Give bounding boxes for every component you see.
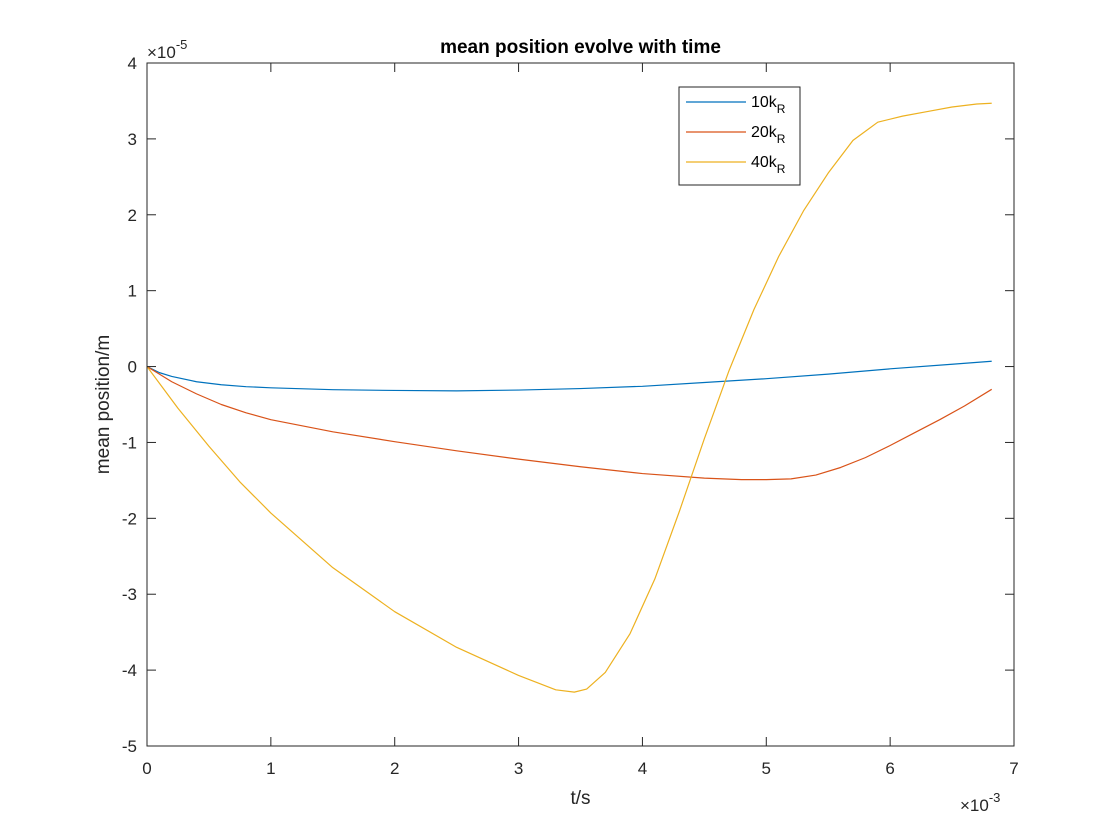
y-tick-label: -2 [122,509,137,528]
y-tick-label: -4 [122,661,137,680]
plot-area [147,63,1014,746]
y-exponent-power: -5 [176,37,188,52]
legend-label-40kR: 40kR [751,154,786,176]
series-line-10kR [146,360,992,392]
legend-label-20kR: 20kR [751,124,786,146]
x-tick-label: 4 [638,759,647,778]
x-axis-exponent: ×10-3 [960,790,1000,815]
series-line-20kR [146,366,993,481]
y-tick-label: 4 [128,54,137,73]
x-tick-label: 2 [390,759,399,778]
y-axis-label: mean position/m [93,335,114,474]
x-tick-label: 6 [885,759,894,778]
x-tick-label: 1 [266,759,275,778]
legend: 10kR 20kR 40kR [678,86,801,186]
legend-box [678,86,801,186]
x-axis-label: t/s [570,788,590,809]
legend-label-10kR: 10kR [751,94,786,116]
axes-box [146,62,1015,747]
y-tick-label: 2 [128,206,137,225]
series-line-40kR [146,102,992,693]
y-tick-label: 1 [128,282,137,301]
y-tick-label: 3 [128,130,137,149]
y-tick-label: -1 [122,433,137,452]
x-tick-label: 5 [762,759,771,778]
y-axis-exponent: ×10-5 [147,37,187,62]
series-layer [146,102,993,693]
chart-title: mean position evolve with time [440,37,721,58]
x-tick-label: 3 [514,759,523,778]
x-exponent-base: ×10 [960,796,989,815]
y-tick-label: 0 [128,358,137,377]
x-tick-label: 7 [1009,759,1018,778]
x-exponent-power: -3 [989,790,1001,805]
y-exponent-base: ×10 [147,43,176,62]
y-tick-label: -5 [122,737,137,756]
x-tick-label: 0 [142,759,151,778]
y-tick-label: -3 [122,585,137,604]
axes-layer: 0 1 2 3 4 5 6 7 -5 -4 -3 -2 -1 0 1 2 3 4 [122,54,1019,778]
